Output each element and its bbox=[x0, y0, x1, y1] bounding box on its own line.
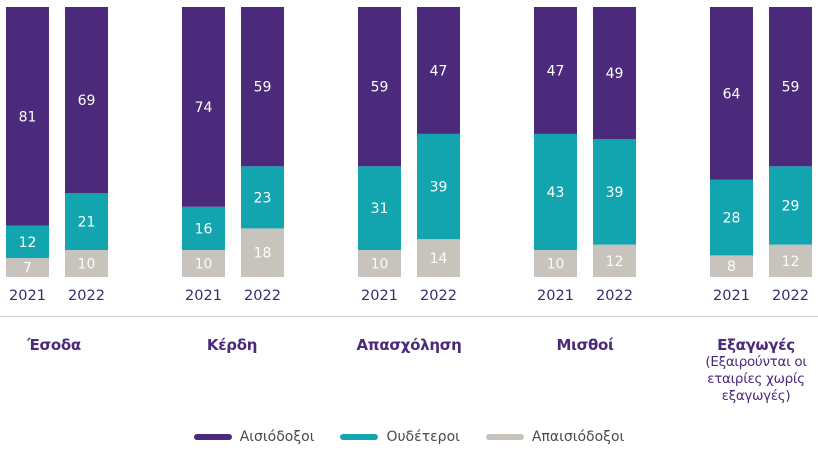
year-label-revenue-2022: 2022 bbox=[68, 288, 105, 304]
chart-legend: Αισιόδοξοι Ουδέτεροι Απαισιόδοξοι bbox=[0, 429, 818, 445]
bar-revenue-2022-neutral bbox=[65, 193, 108, 250]
bar-revenue-2022-optimistic bbox=[65, 7, 108, 194]
data-label-employment-2022-neutral: 39 bbox=[430, 180, 448, 196]
bar-exports-2021-optimistic bbox=[710, 7, 753, 180]
bar-exports-2022-pessimistic bbox=[769, 244, 812, 277]
bar-employment-2022-neutral bbox=[417, 133, 460, 240]
data-label-employment-2021-pessimistic: 10 bbox=[371, 257, 389, 273]
year-label-employment-2021: 2021 bbox=[361, 288, 398, 304]
data-label-profits-2022-pessimistic: 18 bbox=[254, 246, 272, 262]
data-label-exports-2022-neutral: 29 bbox=[782, 198, 800, 214]
bar-profits-2022-neutral bbox=[241, 166, 284, 229]
legend-swatch-pessimistic bbox=[485, 434, 524, 440]
data-label-revenue-2021-pessimistic: 7 bbox=[23, 261, 32, 277]
bar-revenue-2022-pessimistic bbox=[65, 250, 108, 277]
year-label-employment-2022: 2022 bbox=[420, 288, 457, 304]
bar-revenue-2021-neutral bbox=[6, 225, 49, 259]
bar-revenue-2021-pessimistic bbox=[6, 258, 49, 277]
data-label-exports-2021-optimistic: 64 bbox=[723, 86, 741, 102]
data-label-exports-2022-optimistic: 59 bbox=[782, 80, 800, 96]
legend-item-pessimistic: Απαισιόδοξοι bbox=[485, 429, 625, 445]
data-label-wages-2021-neutral: 43 bbox=[547, 185, 565, 201]
category-title-exports: Εξαγωγές (Εξαιρούνται οι εταιρίες χωρίς … bbox=[681, 336, 818, 405]
legend-label-pessimistic: Απαισιόδοξοι bbox=[531, 429, 625, 445]
year-label-exports-2021: 2021 bbox=[713, 288, 750, 304]
legend-label-neutral: Ουδέτεροι bbox=[386, 429, 460, 445]
data-label-revenue-2022-pessimistic: 10 bbox=[78, 257, 96, 273]
year-label-exports-2022: 2022 bbox=[772, 288, 809, 304]
data-label-wages-2022-pessimistic: 12 bbox=[606, 254, 624, 270]
bar-employment-2021-pessimistic bbox=[358, 250, 401, 277]
year-label-profits-2022: 2022 bbox=[244, 288, 281, 304]
category-note-exports: (Εξαιρούνται οι εταιρίες χωρίς εξαγωγές) bbox=[705, 354, 807, 404]
category-title-profits: Κέρδη bbox=[206, 336, 258, 354]
data-label-employment-2021-optimistic: 59 bbox=[371, 80, 389, 96]
bar-profits-2022-optimistic bbox=[241, 7, 284, 167]
year-label-wages-2021: 2021 bbox=[537, 288, 574, 304]
data-label-revenue-2021-optimistic: 81 bbox=[19, 109, 37, 125]
chart-divider bbox=[0, 316, 818, 317]
bar-exports-2022-optimistic bbox=[769, 7, 812, 167]
data-label-employment-2022-optimistic: 47 bbox=[430, 63, 448, 79]
data-label-exports-2022-pessimistic: 12 bbox=[782, 254, 800, 270]
data-label-employment-2022-pessimistic: 14 bbox=[430, 251, 448, 267]
bar-wages-2021-optimistic bbox=[534, 7, 577, 134]
bar-wages-2021-neutral bbox=[534, 133, 577, 250]
legend-swatch-optimistic bbox=[193, 434, 232, 440]
bar-employment-2021-neutral bbox=[358, 166, 401, 250]
data-label-revenue-2022-optimistic: 69 bbox=[78, 93, 96, 109]
bar-profits-2022-pessimistic bbox=[241, 228, 284, 277]
bar-profits-2021-pessimistic bbox=[182, 250, 225, 277]
bar-revenue-2021-optimistic bbox=[6, 7, 49, 226]
bar-profits-2021-neutral bbox=[182, 206, 225, 250]
legend-label-optimistic: Αισιόδοξοι bbox=[239, 429, 315, 445]
bar-wages-2022-neutral bbox=[593, 139, 636, 245]
data-label-wages-2021-optimistic: 47 bbox=[547, 63, 565, 79]
bar-exports-2021-pessimistic bbox=[710, 255, 753, 277]
bar-employment-2021-optimistic bbox=[358, 7, 401, 167]
category-title-exports-label: Εξαγωγές bbox=[717, 336, 795, 354]
legend-item-optimistic: Αισιόδοξοι bbox=[193, 429, 315, 445]
data-label-exports-2021-neutral: 28 bbox=[723, 211, 741, 227]
data-label-wages-2022-neutral: 39 bbox=[606, 185, 624, 201]
data-label-employment-2021-neutral: 31 bbox=[371, 201, 389, 217]
legend-swatch-neutral bbox=[340, 434, 379, 440]
category-title-revenue: Έσοδα bbox=[27, 336, 81, 354]
data-label-profits-2022-neutral: 23 bbox=[254, 190, 272, 206]
data-label-profits-2022-optimistic: 59 bbox=[254, 80, 272, 96]
data-label-exports-2021-pessimistic: 8 bbox=[727, 259, 736, 275]
data-label-revenue-2021-neutral: 12 bbox=[19, 235, 37, 251]
stacked-bar-chart: 7 12 81 2021 10 21 69 2022 10 16 74 2021 18 23 59 2022 1… bbox=[6, 7, 812, 304]
legend-item-neutral: Ουδέτεροι bbox=[340, 429, 460, 445]
bar-employment-2022-pessimistic bbox=[417, 239, 460, 277]
data-label-profits-2021-pessimistic: 10 bbox=[195, 257, 213, 273]
data-label-profits-2021-optimistic: 74 bbox=[195, 100, 213, 116]
year-label-wages-2022: 2022 bbox=[596, 288, 633, 304]
bar-wages-2021-pessimistic bbox=[534, 250, 577, 277]
data-label-wages-2021-pessimistic: 10 bbox=[547, 257, 565, 273]
data-label-profits-2021-neutral: 16 bbox=[195, 221, 213, 237]
year-label-revenue-2021: 2021 bbox=[9, 288, 46, 304]
data-label-revenue-2022-neutral: 21 bbox=[78, 215, 96, 231]
year-label-profits-2021: 2021 bbox=[185, 288, 222, 304]
bar-profits-2021-optimistic bbox=[182, 7, 225, 207]
category-title-wages: Μισθοί bbox=[556, 336, 614, 354]
bar-employment-2022-optimistic bbox=[417, 7, 460, 134]
category-title-employment: Απασχόληση bbox=[356, 336, 462, 354]
bar-wages-2022-optimistic bbox=[593, 7, 636, 140]
bar-wages-2022-pessimistic bbox=[593, 244, 636, 277]
bar-exports-2021-neutral bbox=[710, 179, 753, 256]
bar-exports-2022-neutral bbox=[769, 166, 812, 245]
data-label-wages-2022-optimistic: 49 bbox=[606, 66, 624, 82]
